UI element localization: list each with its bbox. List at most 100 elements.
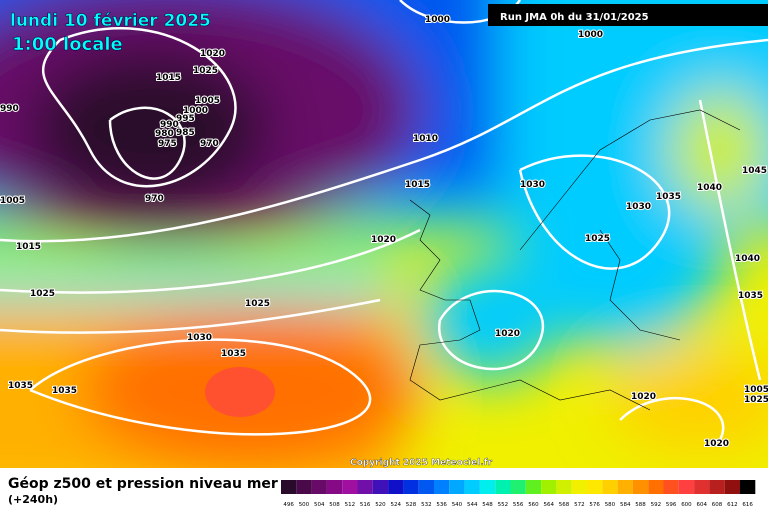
scale-label: 580 [605,502,616,508]
scale-swatch [678,480,695,494]
isobar-label: 1020 [200,49,225,59]
isobar-label: 980 [155,129,174,139]
isobar-label: 1000 [578,30,603,40]
isobar-label: 1020 [704,439,729,449]
scale-label: 552 [498,502,509,508]
scale-label: 612 [727,502,738,508]
scale-label: 616 [742,502,753,508]
isobar-label: 1025 [30,289,55,299]
isobar-label: 985 [176,128,195,138]
scale-swatch [281,480,297,494]
scale-label: 520 [375,502,386,508]
isobar-label: 1035 [656,192,681,202]
scale-swatch [648,480,664,494]
scale-swatch [724,480,740,494]
isobar-label: 1030 [520,180,545,190]
isobar-label: 1035 [8,381,33,391]
scale-label: 536 [436,502,447,508]
isobars [0,0,768,441]
scale-swatch [357,480,373,494]
field [0,0,768,468]
scale-swatch [740,480,756,494]
scale-swatch [632,480,649,494]
isobar-label: 1005 [0,196,25,206]
scale-label: 592 [651,502,662,508]
isobar-label: 1005 [195,96,220,106]
scale-label: 524 [391,502,402,508]
scale-swatch [464,480,480,494]
isobar-label: 1015 [156,73,181,83]
isobar-label: 1045 [742,166,767,176]
isobar-label: 1000 [183,106,208,116]
isobar-label: 1020 [631,392,656,402]
isobar-label: 1040 [697,183,722,193]
isobar-label: 1035 [221,349,246,359]
footer-title: Géop z500 et pression niveau mer [8,476,278,492]
scale-label: 588 [635,502,646,508]
scale-swatch [525,480,542,494]
scale-label: 512 [345,502,356,508]
scale-label: 508 [329,502,340,508]
scale-label: 504 [314,502,325,508]
isobar-label: 1025 [193,66,218,76]
isobar-label: 970 [145,194,164,204]
scale-label: 568 [559,502,570,508]
isobar-label: 1030 [187,333,212,343]
scale-label: 516 [360,502,371,508]
isobar-label: 1000 [425,15,450,25]
scale-label: 604 [697,502,708,508]
scale-swatch [479,480,496,494]
run-box [488,4,768,26]
scale-swatch [418,480,434,494]
scale-swatch [388,480,404,494]
isobar-label: 1015 [405,180,430,190]
isobar-label: 1025 [585,234,610,244]
scale-label: 496 [283,502,294,508]
scale-swatch [296,480,312,494]
scale-label: 596 [666,502,677,508]
scale-swatch [602,480,618,494]
scale-swatch [434,480,450,494]
scale-label: 500 [299,502,310,508]
scale-swatch [342,480,358,494]
scale-label: 560 [528,502,539,508]
scale-swatch [587,480,603,494]
isobar-label: 1020 [371,235,396,245]
scale-swatch [449,480,465,494]
scale-label: 556 [513,502,524,508]
scale-swatch [311,480,327,494]
isobar-label: 1030 [626,202,651,212]
scale-swatch [663,480,679,494]
scale-swatch [694,480,710,494]
isobar-label: 1005 [744,385,768,395]
isobar-label: 995 [176,114,195,124]
isobar-label: 1025 [744,395,768,405]
scale-swatch [495,480,511,494]
scale-label: 576 [589,502,600,508]
map-title: lundi 10 février 2025 [10,11,211,31]
scale-swatch [372,480,389,494]
isobar-label: 990 [0,104,19,114]
scale-label: 584 [620,502,631,508]
scale-swatch [510,480,526,494]
footer-lead: (+240h) [8,493,58,506]
isobar-label: 1020 [495,329,520,339]
isobar-label: 970 [200,139,219,149]
isobar-label: 990 [160,120,179,130]
scale-label: 572 [574,502,585,508]
isobar-label: 1015 [16,242,41,252]
coastlines [409,109,741,411]
isobar-label: 1025 [245,299,270,309]
scale-label: 540 [452,502,463,508]
scale-swatch [556,480,572,494]
isobar-label: 975 [158,139,177,149]
isobar-label: 1035 [52,386,77,396]
scale-swatch [709,480,725,494]
scale-label: 600 [681,502,692,508]
scale-swatch [403,480,419,494]
scale-label: 532 [421,502,432,508]
copyright: Copyright 2025 Meteociel.fr [350,458,493,468]
scale-swatch [617,480,633,494]
isobar-label: 1040 [735,254,760,264]
